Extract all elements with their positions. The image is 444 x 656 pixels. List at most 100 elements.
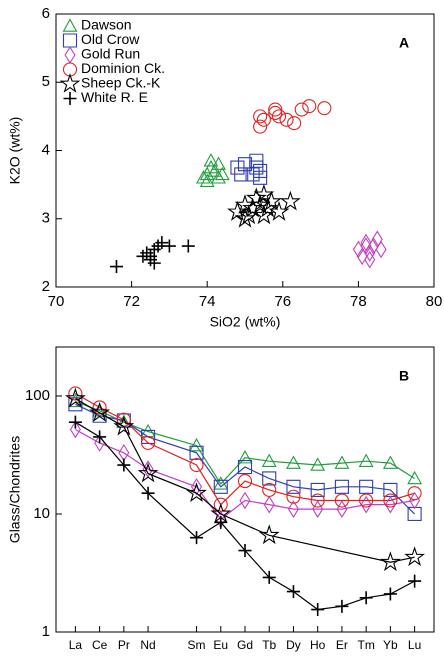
marker bbox=[364, 244, 376, 262]
marker bbox=[249, 153, 264, 168]
marker bbox=[190, 531, 204, 545]
marker bbox=[199, 173, 215, 187]
marker bbox=[261, 453, 277, 467]
marker bbox=[89, 401, 111, 422]
marker bbox=[258, 524, 280, 545]
marker bbox=[358, 453, 374, 467]
x-tick-label: Pr bbox=[118, 638, 130, 652]
marker bbox=[189, 457, 204, 473]
legend-marker bbox=[62, 18, 78, 32]
legend-marker bbox=[62, 62, 78, 77]
marker bbox=[147, 256, 161, 270]
marker bbox=[383, 587, 397, 601]
marker bbox=[263, 495, 275, 514]
panel-label: B bbox=[399, 368, 409, 384]
marker bbox=[213, 497, 228, 512]
marker bbox=[404, 546, 426, 567]
x-tick-label: 78 bbox=[350, 293, 367, 310]
marker bbox=[409, 491, 421, 510]
x-tick-label: Tm bbox=[357, 638, 374, 652]
marker bbox=[407, 486, 422, 501]
marker bbox=[253, 170, 268, 185]
marker bbox=[279, 112, 294, 127]
legend-label: Old Crow bbox=[81, 31, 140, 47]
marker bbox=[186, 482, 207, 502]
marker bbox=[203, 159, 219, 174]
marker bbox=[92, 400, 107, 415]
marker bbox=[253, 204, 275, 225]
marker bbox=[137, 462, 159, 483]
marker bbox=[271, 109, 287, 124]
marker bbox=[294, 102, 309, 117]
marker bbox=[262, 471, 277, 486]
marker bbox=[237, 157, 253, 172]
x-axis-label: SiO2 (wt%) bbox=[210, 314, 281, 330]
marker bbox=[359, 591, 373, 605]
x-tick-label: Gd bbox=[237, 638, 253, 652]
x-tick-label: Sm bbox=[188, 638, 206, 652]
marker bbox=[207, 163, 223, 177]
marker bbox=[311, 603, 325, 617]
marker bbox=[249, 160, 264, 175]
marker bbox=[238, 544, 252, 558]
marker bbox=[364, 250, 376, 269]
x-tick-label: 72 bbox=[123, 293, 140, 310]
y-tick-label: 3 bbox=[42, 210, 50, 227]
marker bbox=[253, 109, 268, 124]
marker bbox=[256, 112, 271, 127]
marker bbox=[141, 486, 155, 500]
y-axis-label: Glass/Chondrites bbox=[7, 436, 23, 543]
marker bbox=[64, 387, 86, 408]
marker bbox=[383, 482, 398, 497]
marker bbox=[234, 167, 249, 182]
marker bbox=[189, 445, 204, 460]
marker bbox=[214, 166, 230, 181]
x-tick-label: Dy bbox=[286, 638, 301, 652]
marker bbox=[287, 500, 299, 518]
marker bbox=[286, 455, 301, 469]
legend-label: Sheep Ck.-K bbox=[81, 75, 161, 91]
marker bbox=[375, 240, 387, 259]
legend-marker bbox=[62, 33, 78, 48]
marker bbox=[69, 420, 81, 439]
marker bbox=[262, 570, 276, 584]
y-tick-label: 10 bbox=[33, 505, 50, 522]
x-tick-label: 70 bbox=[48, 293, 65, 310]
marker bbox=[262, 482, 277, 497]
marker bbox=[383, 493, 398, 508]
marker bbox=[195, 170, 211, 184]
marker bbox=[211, 170, 226, 184]
x-tick-label: Tb bbox=[262, 638, 276, 652]
marker bbox=[334, 479, 349, 494]
x-tick-label: Eu bbox=[213, 638, 228, 652]
marker bbox=[155, 236, 169, 250]
x-tick-label: Yb bbox=[383, 638, 398, 652]
x-tick-label: 74 bbox=[199, 293, 216, 310]
marker bbox=[286, 489, 301, 504]
y-tick-label: 100 bbox=[25, 387, 50, 404]
marker bbox=[68, 415, 82, 429]
marker bbox=[407, 470, 423, 485]
marker bbox=[237, 474, 253, 489]
marker bbox=[234, 207, 256, 228]
y-tick-label: 2 bbox=[42, 278, 50, 295]
legend-marker bbox=[63, 92, 77, 105]
y-tick-label: 6 bbox=[42, 5, 50, 22]
marker bbox=[117, 458, 131, 472]
marker bbox=[359, 493, 374, 508]
series-line bbox=[75, 398, 415, 563]
x-tick-label: Ce bbox=[92, 638, 108, 652]
marker bbox=[181, 239, 195, 253]
marker bbox=[335, 599, 349, 613]
marker bbox=[268, 102, 283, 117]
marker bbox=[279, 190, 301, 211]
legend-marker bbox=[59, 73, 81, 93]
marker bbox=[286, 479, 301, 494]
y-tick-label: 1 bbox=[42, 623, 50, 640]
marker bbox=[68, 397, 83, 412]
x-tick-label: 80 bbox=[426, 293, 443, 310]
marker bbox=[360, 495, 372, 514]
marker bbox=[199, 166, 215, 181]
marker bbox=[189, 437, 204, 452]
